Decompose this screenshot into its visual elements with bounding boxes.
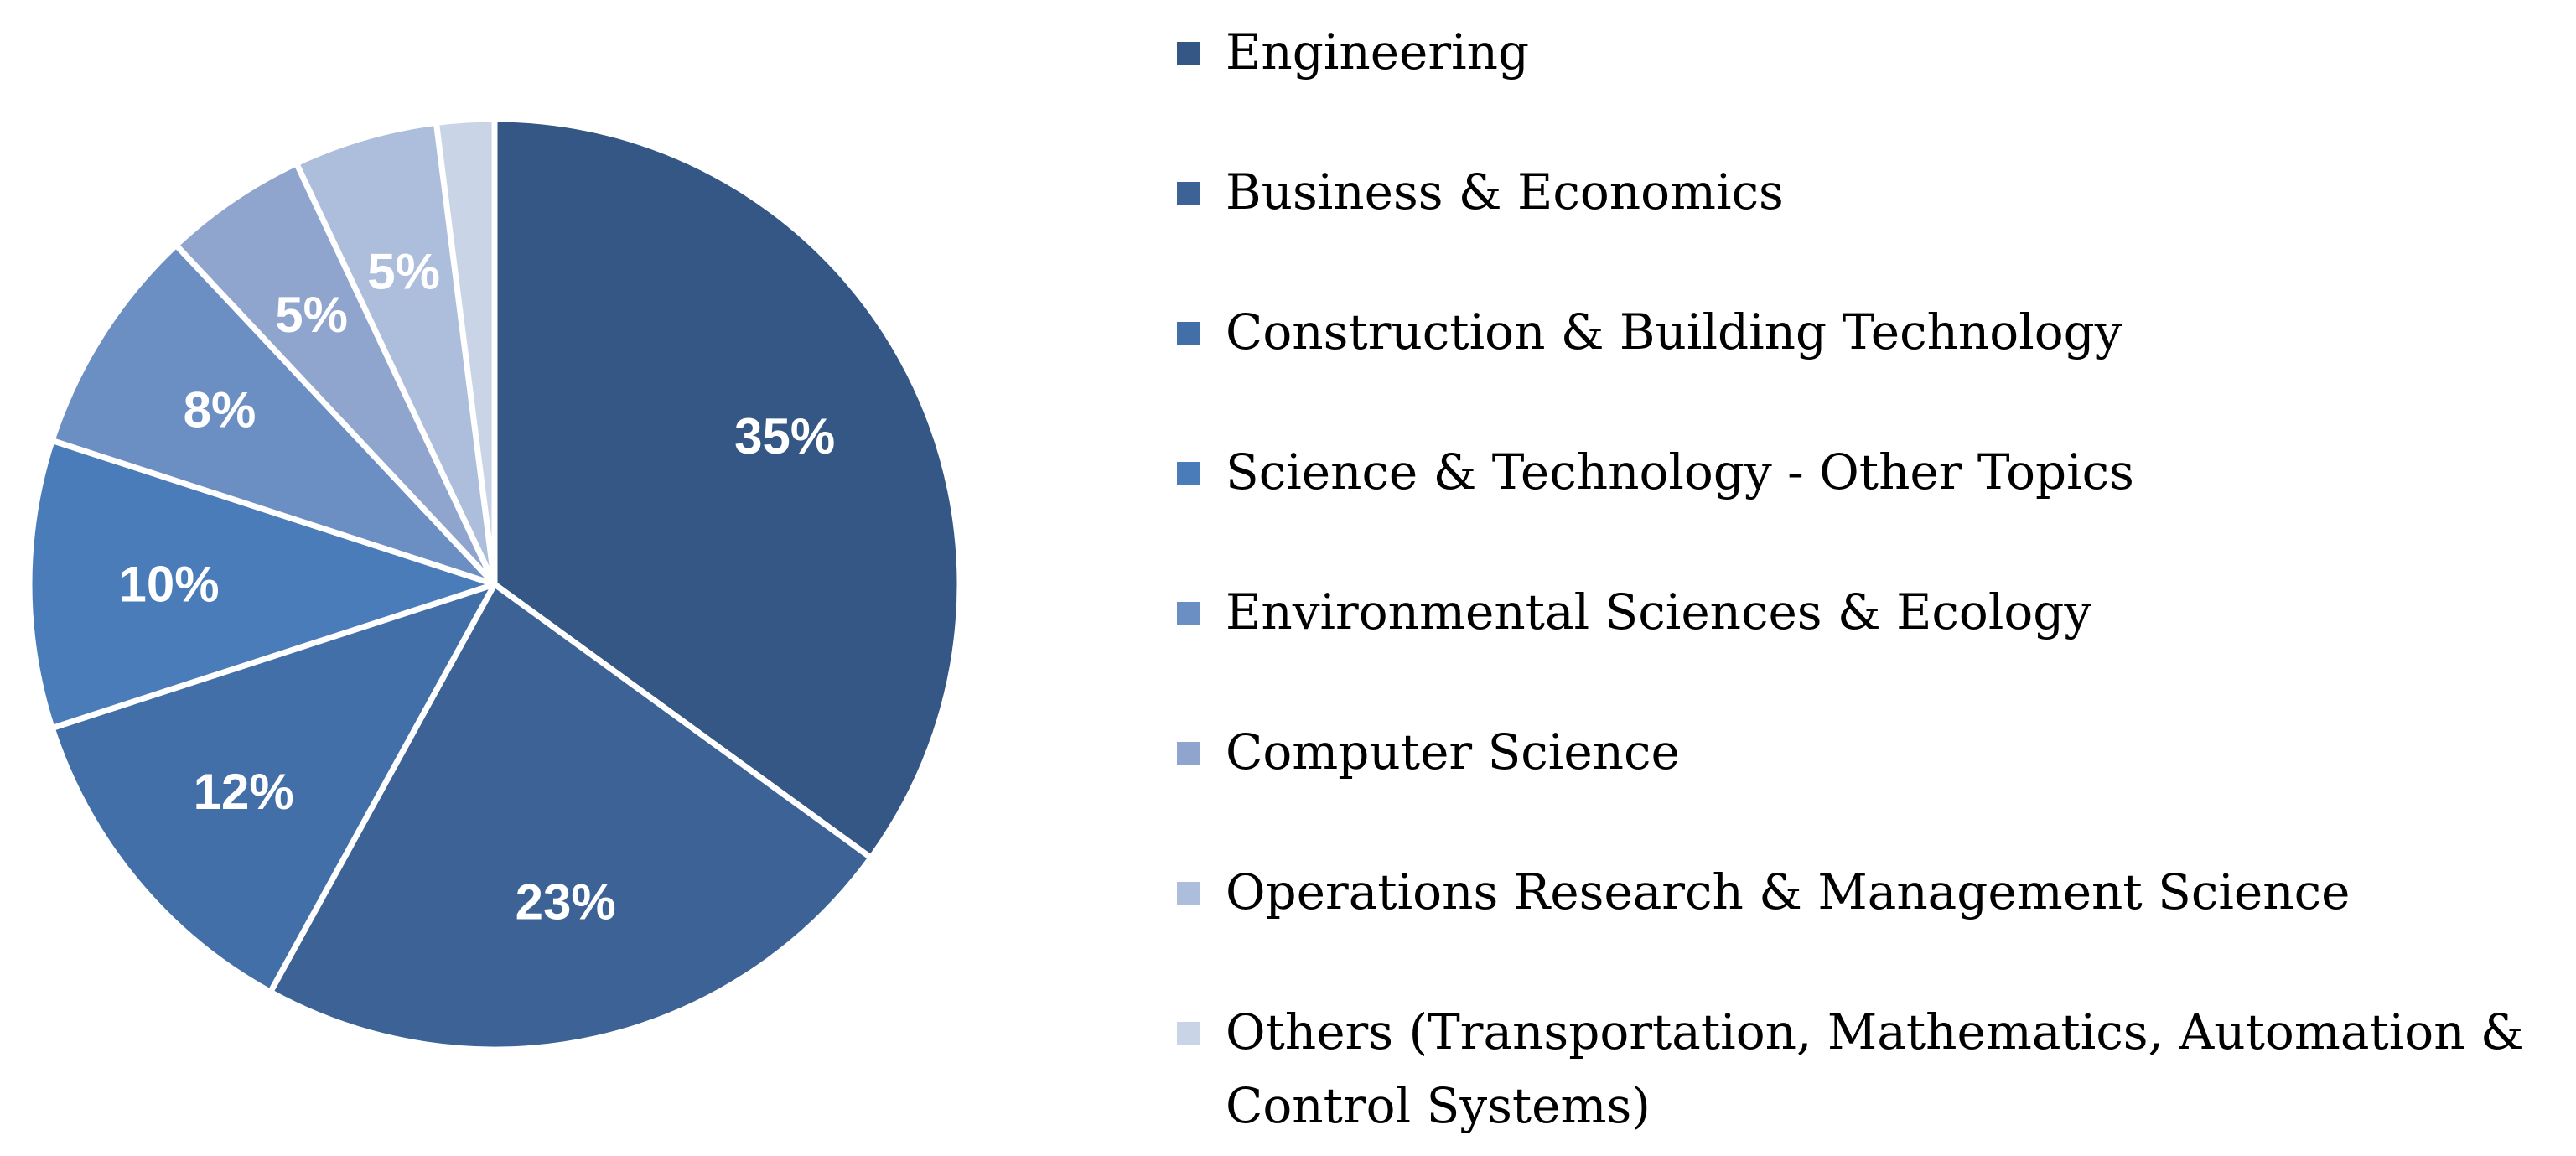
- pie-slice-business-economics: [267, 581, 874, 1053]
- legend-label: Construction & Building Technology: [1226, 303, 2122, 360]
- legend-label: Engineering: [1226, 23, 1530, 80]
- pie-slices: [26, 116, 963, 1053]
- legend-label: Others (Transportation, Mathematics, Aut…: [1226, 1003, 2524, 1134]
- legend-label: Operations Research & Management Science: [1226, 863, 2351, 920]
- pie-slice-others-transportation-mathematics-automation-control-systems: [433, 116, 498, 588]
- legend-item-science-technology-other: Science & Technology - Other Topics: [1177, 435, 2560, 575]
- pie-slice-science-technology-other-topics: [26, 438, 498, 731]
- legend-swatch: [1177, 42, 1200, 65]
- legend-item-engineering: Engineering: [1177, 15, 2560, 155]
- legend-label: Environmental Sciences & Ecology: [1226, 583, 2092, 640]
- pie-slice-data-label: 35%: [734, 408, 835, 464]
- legend-item-environmental-sciences-ecology: Environmental Sciences & Ecology: [1177, 575, 2560, 715]
- pie-slice-data-label: 5%: [275, 287, 348, 343]
- legend-swatch: [1177, 602, 1200, 625]
- legend-item-operations-research: Operations Research & Management Science: [1177, 855, 2560, 995]
- pie-slice-environmental-sciences-ecology: [49, 241, 498, 588]
- legend-swatch: [1177, 462, 1200, 485]
- legend-item-business-economics: Business & Economics: [1177, 155, 2560, 295]
- legend-item-construction-building-technology: Construction & Building Technology: [1177, 295, 2560, 435]
- pie-slice-data-label: 8%: [184, 381, 257, 438]
- legend-swatch: [1177, 182, 1200, 205]
- pie-slice-construction-building-technology: [49, 581, 498, 995]
- pie-slice-data-label: 23%: [516, 874, 616, 931]
- legend-swatch: [1177, 1022, 1200, 1045]
- pie-slice-labels: 35% 23% 12% 10% 8% 5% 5%: [118, 243, 835, 930]
- legend-label: Science & Technology - Other Topics: [1226, 443, 2134, 500]
- pie-slice-data-label: 12%: [194, 764, 294, 820]
- legend-label: Business & Economics: [1226, 163, 1784, 220]
- legend-swatch: [1177, 882, 1200, 905]
- pie-slice-data-label: 10%: [118, 557, 219, 613]
- legend: Engineering Business & Economics Constru…: [1177, 15, 2560, 1143]
- legend-item-computer-science: Computer Science: [1177, 715, 2560, 855]
- legend-swatch: [1177, 742, 1200, 765]
- pie-slice-data-label: 5%: [367, 243, 440, 299]
- pie-slice-engineering: [491, 116, 963, 861]
- legend-item-others: Others (Transportation, Mathematics, Aut…: [1177, 995, 2560, 1143]
- legend-label: Computer Science: [1226, 723, 1680, 780]
- pie-plot: 35% 23% 12% 10% 8% 5% 5%: [26, 116, 963, 1053]
- legend-swatch: [1177, 322, 1200, 345]
